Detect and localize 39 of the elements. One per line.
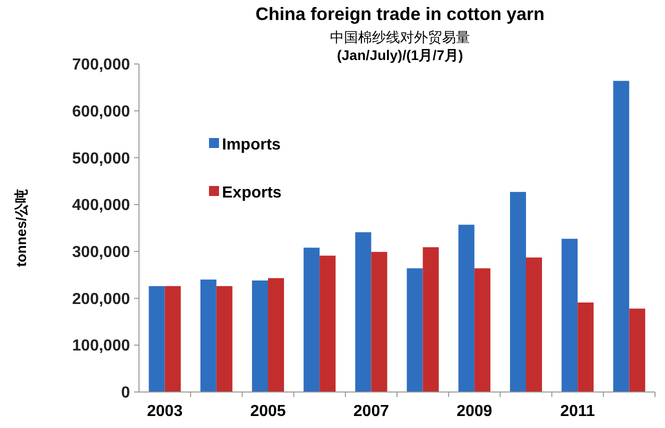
y-tick-label: 100,000: [72, 338, 130, 355]
bar: [355, 232, 372, 392]
y-tick-label: 200,000: [72, 290, 130, 308]
text: (Jan/July)/(1月/7月): [336, 47, 464, 63]
y-tick-label: 700,000: [72, 56, 130, 74]
bar: [304, 248, 320, 392]
y-tick-label: 400,000: [72, 197, 130, 214]
bar: [200, 280, 216, 392]
bar: [526, 258, 542, 392]
bar: [510, 192, 526, 392]
bar: [629, 308, 646, 392]
bar: [371, 252, 388, 392]
legend-label: Imports: [222, 136, 281, 154]
x-tick-label: 2007: [353, 403, 390, 420]
chart-subtitle: 中国棉纱线对外贸易量: [330, 30, 470, 46]
y-tick-label: 300,000: [72, 244, 130, 262]
bar: [474, 268, 490, 392]
y-axis-title: tonnes/公吨: [13, 189, 29, 267]
x-tick-label: 2003: [147, 403, 183, 420]
chart-title: China foreign trade in cotton yarn: [255, 4, 545, 24]
bar: [458, 224, 474, 392]
bar: [148, 286, 165, 392]
x-tick-label: 2005: [250, 403, 286, 420]
x-tick-label: 2009: [456, 403, 492, 420]
bar: [613, 80, 630, 392]
bar: [422, 247, 439, 392]
bar: [252, 280, 268, 392]
y-tick-label: 500,000: [72, 150, 130, 168]
bar: [216, 286, 232, 392]
bar: [268, 278, 284, 392]
legend-label: Exports: [222, 184, 282, 202]
y-tick-label: 600,000: [72, 103, 130, 120]
y-tick-label: 0: [121, 384, 130, 402]
bar: [320, 256, 336, 392]
bar: [562, 238, 578, 392]
bar: [406, 268, 423, 392]
bar: [164, 286, 181, 392]
bar: [578, 302, 594, 392]
x-tick-label: 2011: [560, 403, 596, 420]
